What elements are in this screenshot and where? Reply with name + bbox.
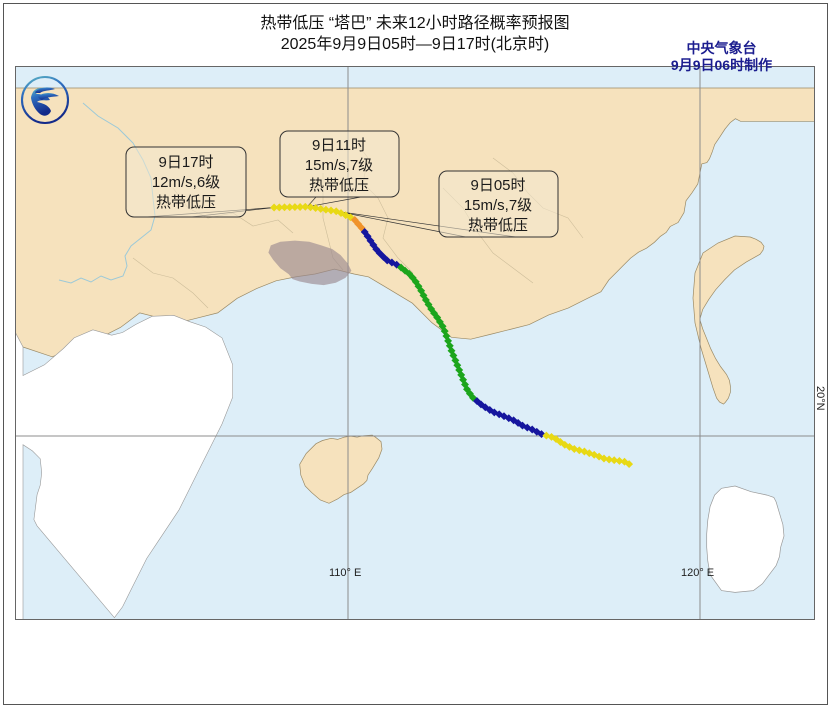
- svg-text:热带低压: 热带低压: [309, 177, 369, 194]
- svg-text:12m/s,6级: 12m/s,6级: [152, 174, 220, 191]
- svg-text:热带低压: 热带低压: [156, 194, 216, 211]
- svg-text:15m/s,7级: 15m/s,7级: [305, 157, 373, 174]
- svg-text:9日17时: 9日17时: [158, 154, 213, 171]
- svg-text:热带低压: 热带低压: [468, 217, 528, 234]
- svg-text:9日11时: 9日11时: [312, 137, 366, 154]
- svg-text:9日05时: 9日05时: [470, 177, 525, 194]
- svg-text:15m/s,7级: 15m/s,7级: [464, 197, 532, 214]
